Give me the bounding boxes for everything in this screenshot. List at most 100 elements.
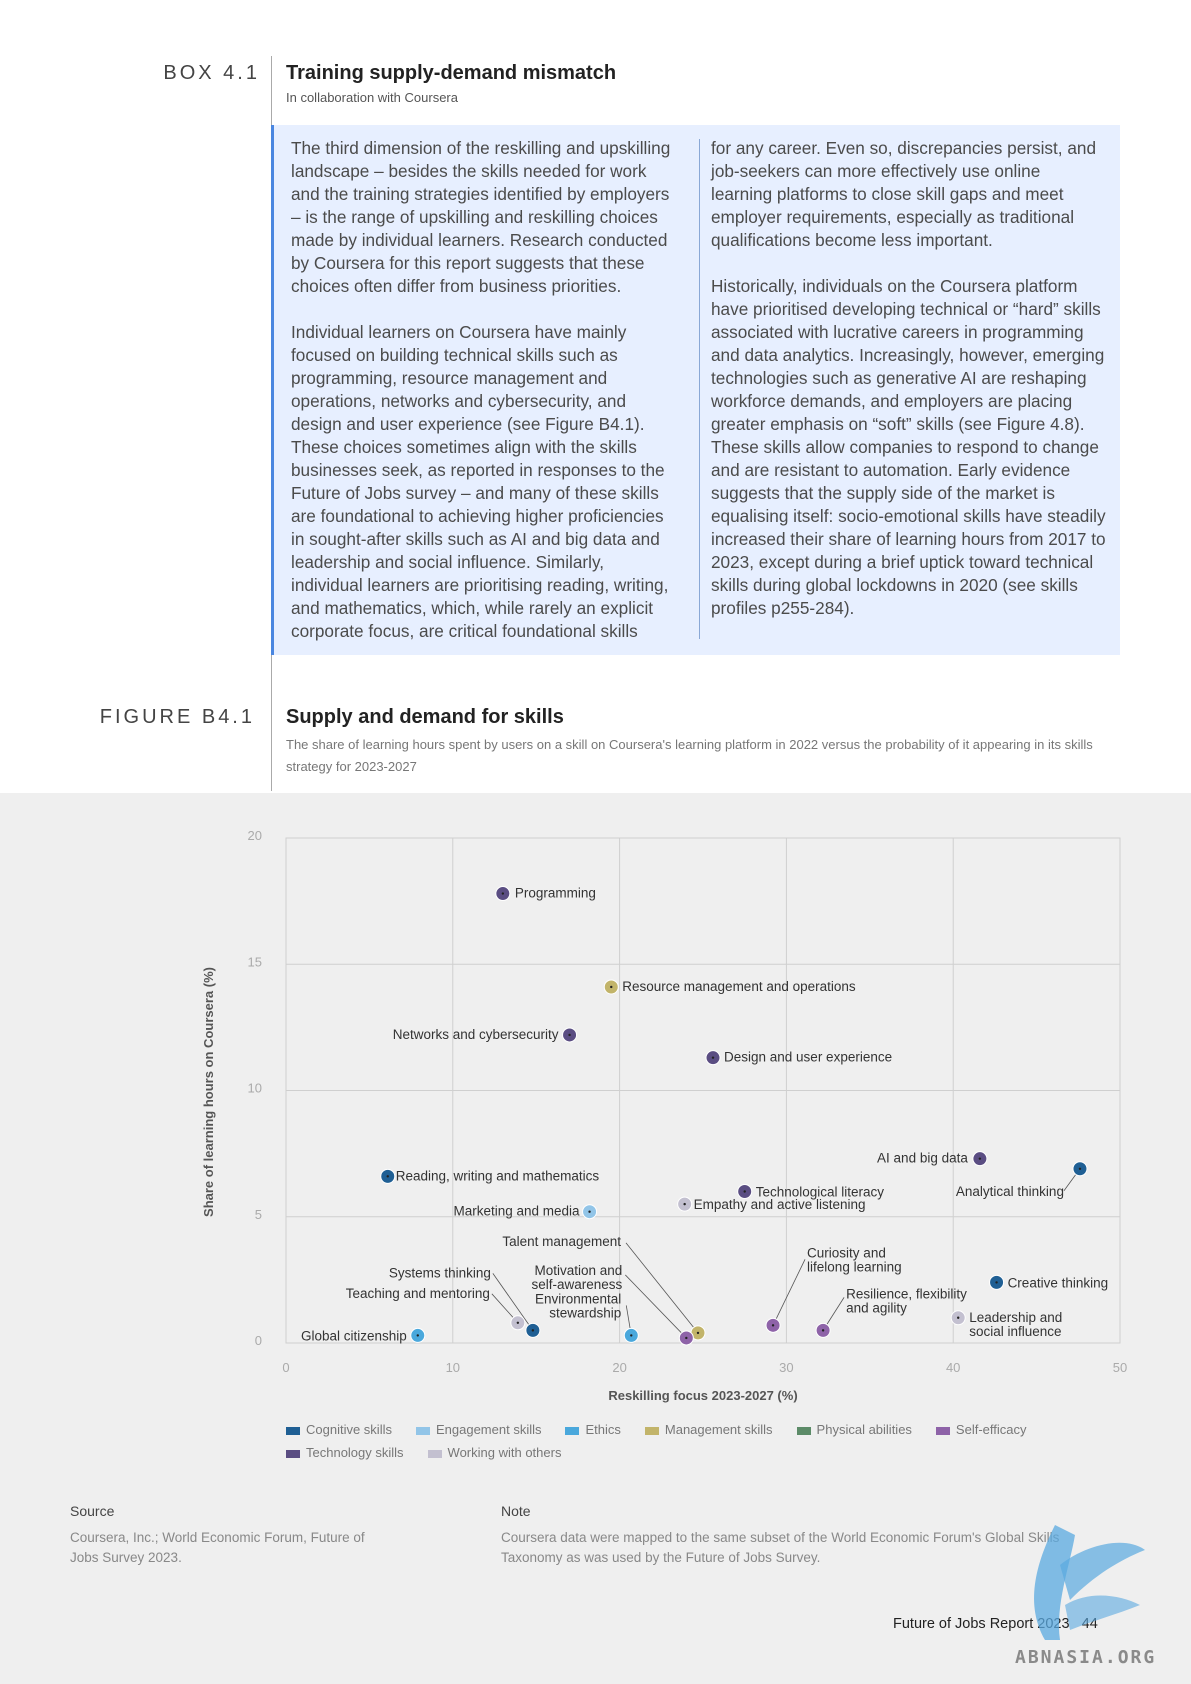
data-point-label: Systems thinking [389, 1265, 491, 1280]
data-point-label-line: Resilience, flexibility [846, 1286, 967, 1301]
legend-label: Engagement skills [435, 1422, 542, 1437]
x-tick-label: 30 [779, 1360, 793, 1375]
data-point-label-line: stewardship [549, 1305, 621, 1320]
y-tick-label: 0 [255, 1333, 262, 1348]
box-label: BOX 4.1 [163, 62, 260, 84]
data-point-label: Leadership and social influence [969, 1310, 1062, 1339]
data-point-center [1078, 1167, 1082, 1170]
data-point-label-line: self-awareness [532, 1277, 623, 1292]
data-point-label-line: Environmental [535, 1291, 621, 1306]
x-tick-label: 10 [446, 1360, 460, 1375]
data-point-center [386, 1175, 389, 1178]
x-tick-label: 40 [946, 1360, 960, 1375]
data-point-center [995, 1281, 998, 1284]
data-point-label-line: Motivation and [535, 1263, 623, 1278]
data-point-label: Teaching and mentoring [346, 1286, 490, 1301]
data-point-label: Marketing and media [453, 1204, 580, 1219]
x-tick-label: 50 [1113, 1360, 1127, 1375]
text-column-right: for any career. Even so, discrepancies p… [711, 137, 1106, 643]
box-text-panel: The third dimension of the reskilling an… [271, 125, 1120, 655]
paragraph: Individual learners on Coursera have mai… [291, 322, 669, 641]
legend-swatch [286, 1426, 300, 1435]
data-point-center [416, 1334, 419, 1337]
data-point-label: Technological literacy [756, 1185, 885, 1200]
chart-points [380, 886, 1088, 1346]
legend-label: Technology skills [306, 1445, 404, 1460]
box-subtitle: In collaboration with Coursera [286, 90, 458, 105]
leader-line [625, 1274, 687, 1339]
data-point-center [588, 1210, 591, 1213]
data-point-center [610, 985, 613, 989]
y-tick-label: 20 [248, 828, 262, 843]
data-point-label-line: Curiosity and [807, 1245, 886, 1260]
legend-label: Ethics [585, 1422, 621, 1437]
data-point-label: Motivation and self-awareness [532, 1263, 623, 1292]
legend-item: Physical abilities [796, 1422, 912, 1437]
legend-swatch [796, 1426, 811, 1435]
data-point-label: Programming [515, 886, 596, 901]
y-tick-label: 10 [248, 1081, 262, 1096]
data-point-label: Analytical thinking [956, 1184, 1064, 1199]
legend-swatch [935, 1426, 950, 1435]
data-point-label: Curiosity and lifelong learning [807, 1245, 902, 1274]
data-point-center [630, 1334, 633, 1337]
paragraph: Historically, individuals on the Courser… [711, 276, 1106, 618]
x-axis-label: Reskilling focus 2023-2027 (%) [608, 1388, 797, 1403]
source-text: Coursera, Inc.; World Economic Forum, Fu… [70, 1530, 365, 1565]
data-point-center [771, 1324, 775, 1327]
x-tick-label: 20 [612, 1360, 626, 1375]
data-point-label: Resource management and operations [622, 979, 856, 994]
data-point-center [711, 1056, 715, 1059]
data-point-center [568, 1033, 571, 1037]
legend-swatch [286, 1449, 300, 1458]
legend-label: Cognitive skills [306, 1422, 392, 1437]
data-point-label: Resilience, flexibility and agility [846, 1286, 967, 1315]
data-point-center [501, 892, 505, 895]
note-text: Coursera data were mapped to the same su… [501, 1530, 1060, 1565]
legend-label: Management skills [664, 1422, 773, 1437]
legend-label: Self-efficacy [955, 1422, 1027, 1437]
label-leader-lines [491, 1168, 1081, 1339]
column-divider [699, 139, 700, 639]
data-point-label-line: social influence [969, 1324, 1061, 1339]
leader-line [772, 1259, 806, 1326]
data-point-label: Creative thinking [1008, 1275, 1109, 1290]
legend-item: Self-efficacy [935, 1422, 1027, 1437]
chart-legend: Cognitive skills Engagement skills Ethics M… [286, 1422, 1086, 1468]
paragraph: for any career. Even so, discrepancies p… [711, 138, 1097, 250]
legend-label: Physical abilities [816, 1422, 912, 1437]
paragraph: The third dimension of the reskilling an… [291, 138, 671, 296]
box-title: Training supply-demand mismatch [286, 62, 617, 84]
legend-swatch [565, 1426, 580, 1435]
y-tick-label: 15 [248, 954, 262, 969]
data-point-label: Design and user experience [724, 1050, 892, 1065]
data-point-center [683, 1202, 686, 1206]
legend-item: Technology skills [286, 1445, 404, 1460]
figure-title: Supply and demand for skills [286, 706, 564, 728]
legend-swatch [427, 1449, 442, 1458]
data-point-center [743, 1190, 746, 1193]
leader-line [492, 1273, 534, 1331]
figure-label: FIGURE B4.1 [99, 706, 255, 728]
data-point-center [821, 1329, 825, 1332]
data-point-center [531, 1329, 535, 1332]
legend-label: Working with others [447, 1445, 562, 1460]
data-point-center [978, 1157, 982, 1160]
legend-item: Management skills [644, 1422, 773, 1437]
legend-item: Cognitive skills [286, 1422, 392, 1437]
legend-item: Ethics [565, 1422, 621, 1437]
data-point-label: Talent management [502, 1234, 621, 1249]
y-tick-label: 5 [255, 1207, 262, 1222]
data-point-label: Reading, writing and mathematics [396, 1168, 600, 1183]
leader-line [625, 1242, 699, 1334]
watermark-logo-icon [1034, 1525, 1145, 1640]
figure-subtitle: The share of learning hours spent by use… [286, 737, 1093, 774]
chart-ticks: 0 10 20 30 40 50 0 5 10 15 20 [248, 828, 1128, 1375]
y-axis-label: Share of learning hours on Coursera (%) [201, 967, 216, 1217]
source-heading: Source [70, 1503, 115, 1519]
legend-item: Working with others [427, 1445, 562, 1460]
footer-report-title: Future of Jobs Report 2023 [893, 1616, 1070, 1632]
data-point-label: Networks and cybersecurity [393, 1027, 559, 1042]
data-point-center [685, 1336, 688, 1340]
